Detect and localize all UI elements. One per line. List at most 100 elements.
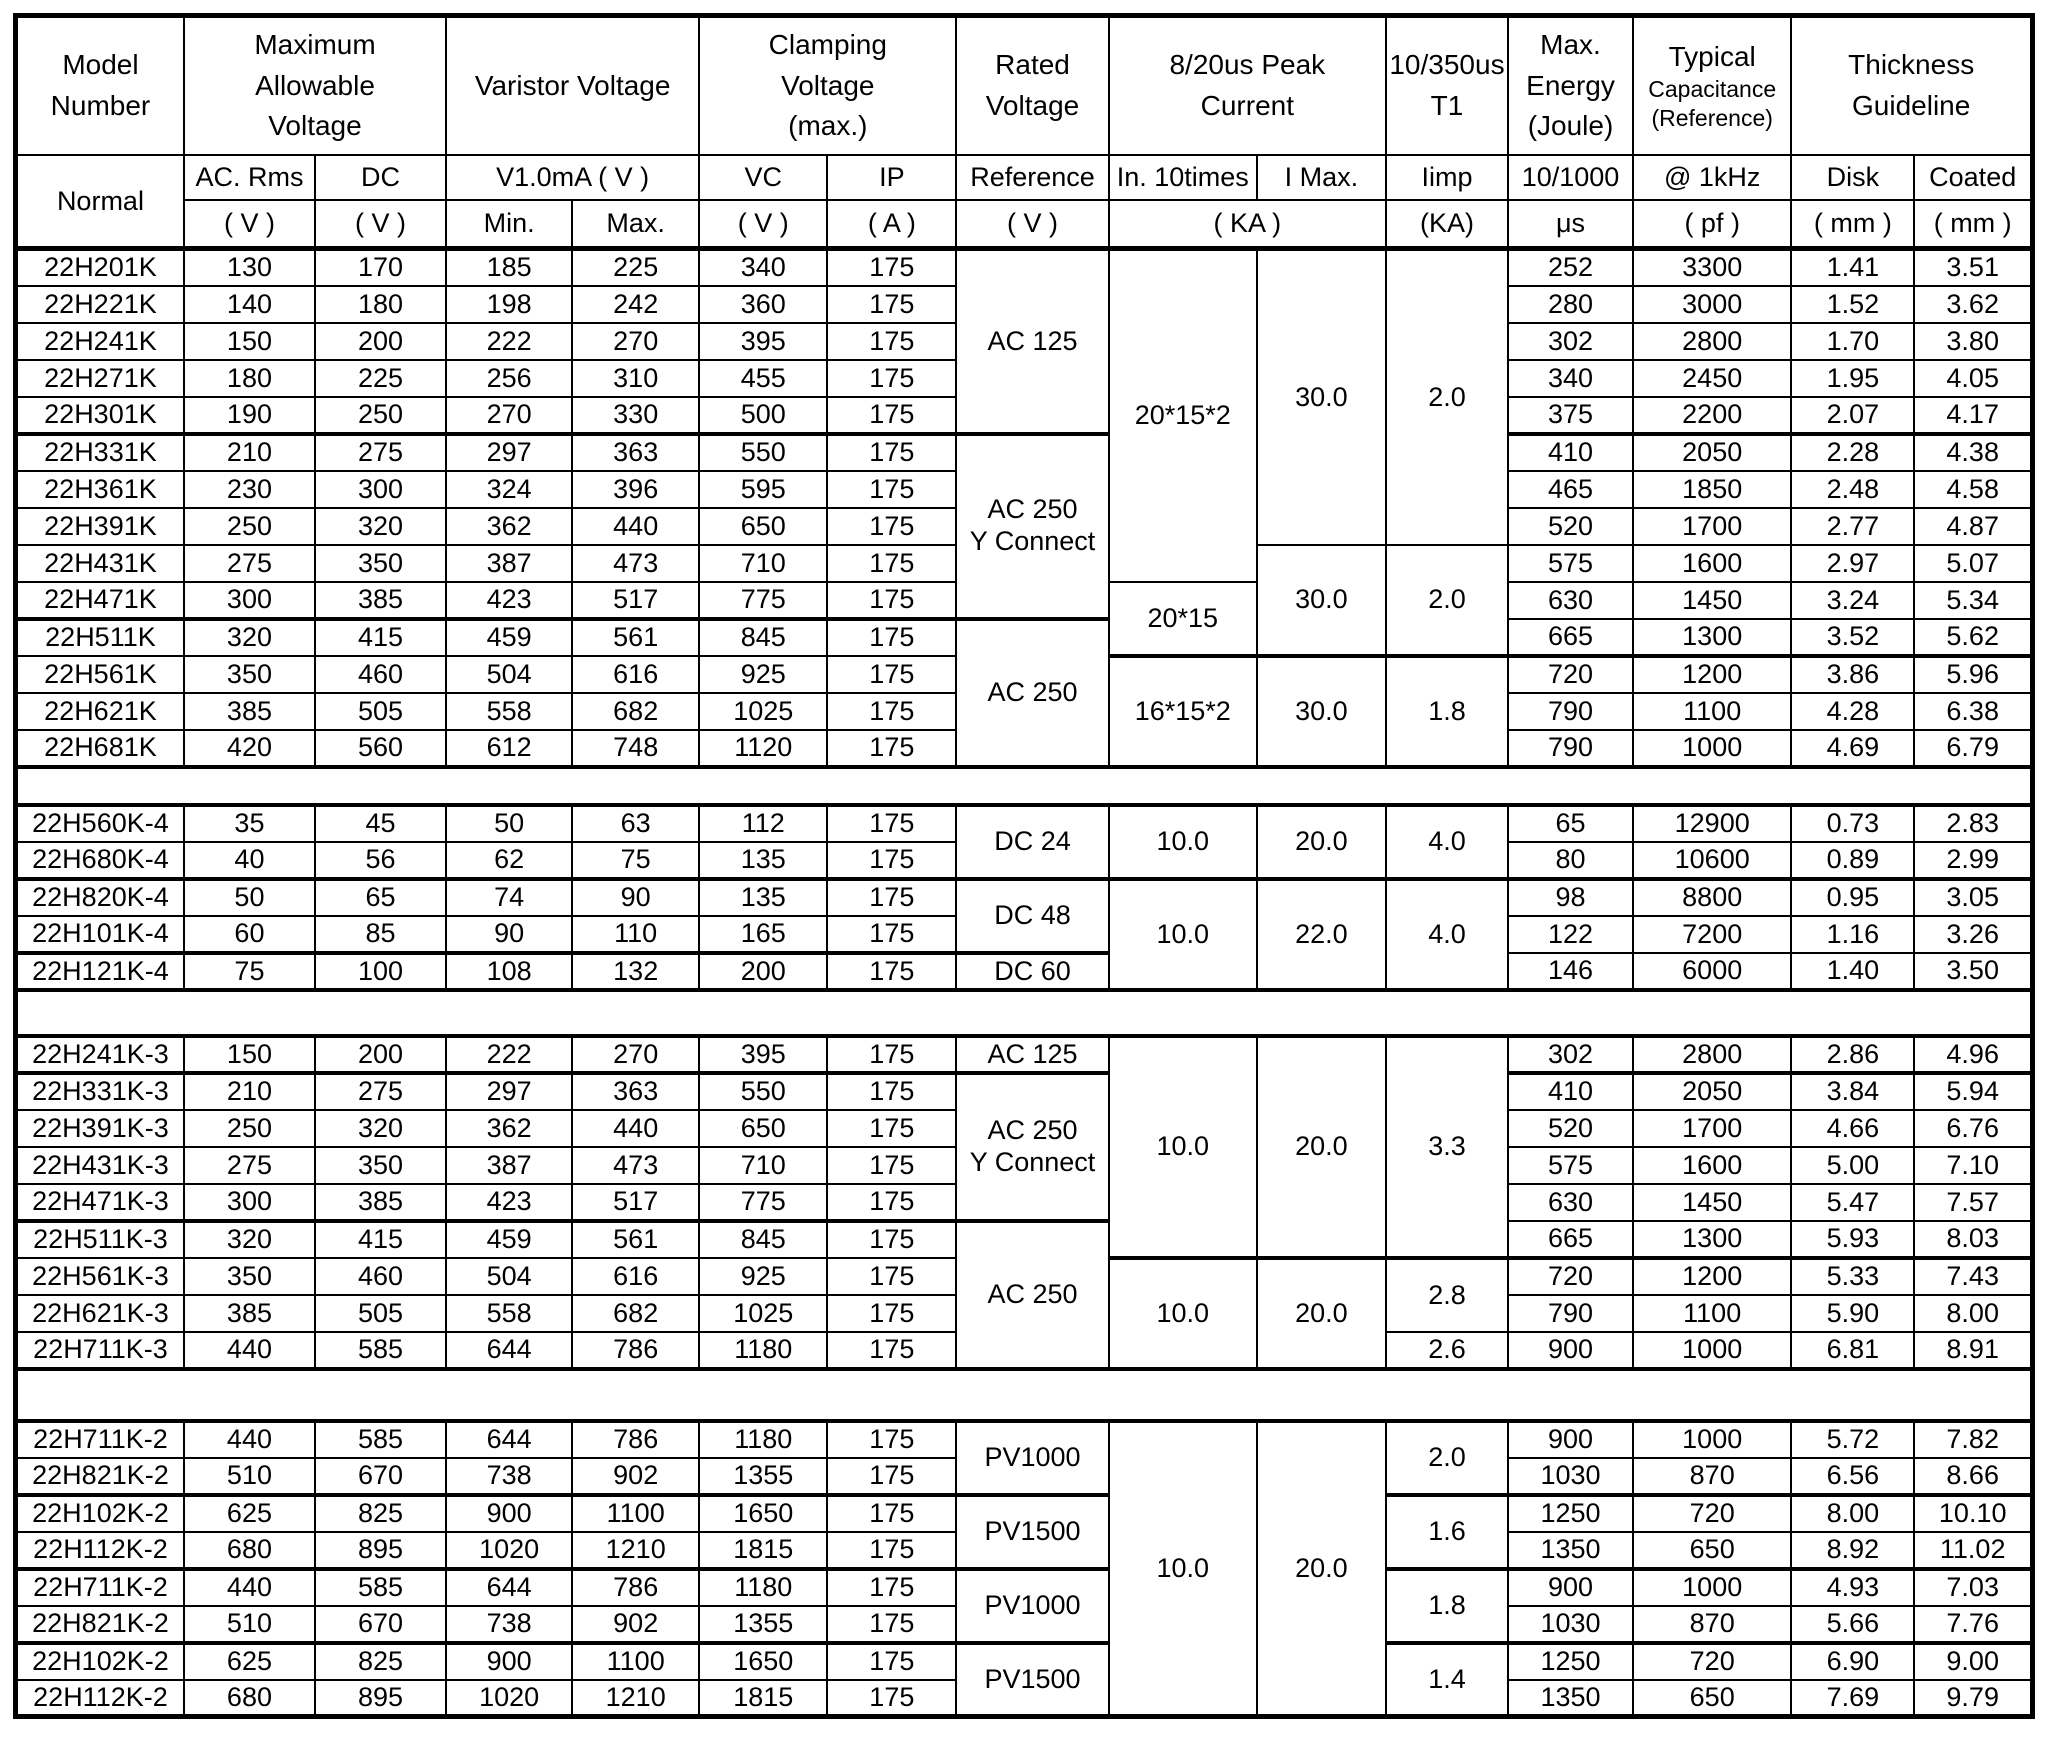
cell-ac-rms: 320: [182, 1218, 317, 1259]
cell-energy: 122: [1506, 914, 1635, 954]
cell-energy: 1250: [1506, 1640, 1635, 1681]
cell-vmax: 473: [571, 1145, 701, 1185]
cell-coated: 4.87: [1913, 506, 2034, 546]
table-row: 22H201K 130 170 185 225 340 175 AC 125 20*15*2 30…: [14, 247, 2034, 583]
cell-rated-voltage: DC 48: [955, 876, 1110, 954]
subheader-ac-rms: AC. Rms: [182, 154, 317, 201]
cell-iimp: 2.8: [1384, 1255, 1509, 1333]
cell-vmin: 644: [445, 1419, 574, 1459]
cell-ac-rms: 150: [182, 1034, 317, 1074]
cell-dc: 100: [313, 950, 448, 991]
subheader-in-10times: In. 10times: [1107, 154, 1258, 201]
cell-vmin: 459: [445, 616, 574, 657]
cell-dc: 505: [313, 691, 448, 731]
cell-vmin: 612: [445, 728, 574, 768]
cell-vc: 455: [698, 358, 829, 398]
cell-vmax: 330: [571, 395, 701, 435]
cell-i-max: 20.0: [1255, 1419, 1387, 1718]
cell-ip: 175: [826, 1070, 958, 1111]
cell-energy: 1030: [1506, 1604, 1635, 1644]
cell-disk: 5.90: [1790, 1293, 1916, 1333]
cell-ip: 175: [826, 654, 958, 694]
unit-vc: ( V ): [698, 199, 829, 250]
cell-vmin: 50: [445, 803, 574, 843]
cell-model: 22H560K-4: [14, 803, 185, 843]
reference-note-label: (Reference): [1651, 105, 1773, 132]
table-row: 22H471K-3 300 385 423 517 775 175 630 1450 5.47 7.…: [14, 1182, 2034, 1222]
table-row: 22H241K-3 150 200 222 270 395 175 AC 125 10.0 20.…: [14, 1034, 2034, 1259]
cell-ip: 175: [826, 691, 958, 731]
cell-capacitance: 1100: [1632, 1293, 1793, 1333]
table-row: 22H431K 275 350 387 473 710 175 30.0 2.0 575 1600 2…: [14, 543, 2034, 657]
table-row: 22H112K-2 680 895 1020 1210 1815 175 1350 650 7.6…: [14, 1678, 2034, 1718]
cell-disk: 3.84: [1790, 1070, 1916, 1111]
cell-rated-voltage: AC 125: [955, 1034, 1110, 1074]
cell-vmax: 786: [571, 1419, 701, 1459]
cell-coated: 8.91: [1913, 1330, 2034, 1370]
table-row: 22H271K 180 225 256 310 455 175 340 2450 1.95 4.05: [14, 358, 2034, 398]
cell-vmin: 423: [445, 1182, 574, 1222]
cell-coated: 3.62: [1913, 284, 2034, 324]
cell-dc: 250: [313, 395, 448, 435]
cell-vc: 550: [698, 431, 829, 472]
cell-model: 22H511K-3: [14, 1218, 185, 1259]
cell-capacitance: 720: [1632, 1640, 1793, 1681]
cell-capacitance: 2800: [1632, 321, 1793, 361]
cell-rated-voltage: DC 24: [955, 803, 1110, 880]
col-header-max-energy: Max. Energy (Joule): [1506, 14, 1635, 156]
cell-energy: 575: [1506, 1145, 1635, 1185]
cell-capacitance: 1600: [1632, 543, 1793, 583]
cell-capacitance: 1700: [1632, 1108, 1793, 1148]
cell-model: 22H391K-3: [14, 1108, 185, 1148]
cell-ac-rms: 35: [182, 803, 317, 843]
table-row: 22H102K-2 625 825 900 1100 1650 175 PV1500 1.4 12…: [14, 1640, 2034, 1718]
cell-energy: 410: [1506, 1070, 1635, 1111]
cell-disk: 4.66: [1790, 1108, 1916, 1148]
cell-iimp: 4.0: [1384, 876, 1509, 991]
cell-energy: 98: [1506, 876, 1635, 917]
cell-vmin: 270: [445, 395, 574, 435]
cell-vmax: 440: [571, 1108, 701, 1148]
cell-iimp: 2.6: [1384, 1330, 1509, 1370]
cell-ac-rms: 140: [182, 284, 317, 324]
cell-energy: 1250: [1506, 1492, 1635, 1533]
cell-vmin: 504: [445, 1256, 574, 1296]
cell-vmax: 363: [571, 431, 701, 472]
cell-vmax: 75: [571, 840, 701, 880]
cell-disk: 6.90: [1790, 1640, 1916, 1681]
cell-disk: 8.92: [1790, 1530, 1916, 1570]
cell-ac-rms: 680: [182, 1530, 317, 1570]
cell-i-max: 22.0: [1255, 876, 1387, 991]
cell-disk: 1.16: [1790, 914, 1916, 954]
separator-row: [15, 764, 2033, 807]
cell-coated: 7.03: [1913, 1566, 2034, 1607]
cell-model: 22H711K-3: [14, 1330, 185, 1370]
cell-vc: 395: [698, 1034, 829, 1074]
subheader-disk: Disk: [1790, 154, 1916, 201]
cell-vmax: 616: [571, 654, 701, 694]
cell-vmax: 132: [571, 950, 701, 991]
cell-energy: 65: [1506, 803, 1635, 843]
subheader-normal: Normal: [14, 154, 185, 250]
spec-table: Model Number Maximum Allowable Voltage Vari…: [13, 13, 2035, 1719]
cell-vmin: 185: [445, 247, 574, 287]
cell-iimp: 4.0: [1384, 803, 1509, 880]
cell-vmin: 900: [445, 1492, 574, 1533]
cell-vmax: 310: [571, 358, 701, 398]
cell-disk: 5.93: [1790, 1219, 1916, 1259]
cell-disk: 3.24: [1790, 580, 1916, 620]
cell-energy: 790: [1506, 691, 1635, 731]
cell-vmax: 786: [571, 1330, 701, 1370]
table-row: 22H331K 210 275 297 363 550 175 AC 250 Y Connect…: [14, 431, 2034, 620]
cell-disk: 1.95: [1790, 358, 1916, 398]
cell-ip: 175: [826, 1256, 958, 1296]
cell-dc: 670: [313, 1604, 448, 1644]
unit-iimp-ka: (KA): [1384, 199, 1509, 250]
cell-coated: 6.76: [1913, 1108, 2034, 1148]
cell-energy: 302: [1506, 321, 1635, 361]
cell-disk: 0.73: [1790, 803, 1916, 843]
cell-model: 22H121K-4: [14, 950, 185, 991]
cell-disk: 6.81: [1790, 1330, 1916, 1370]
cell-vc: 1650: [698, 1492, 829, 1533]
cell-vmax: 242: [571, 284, 701, 324]
